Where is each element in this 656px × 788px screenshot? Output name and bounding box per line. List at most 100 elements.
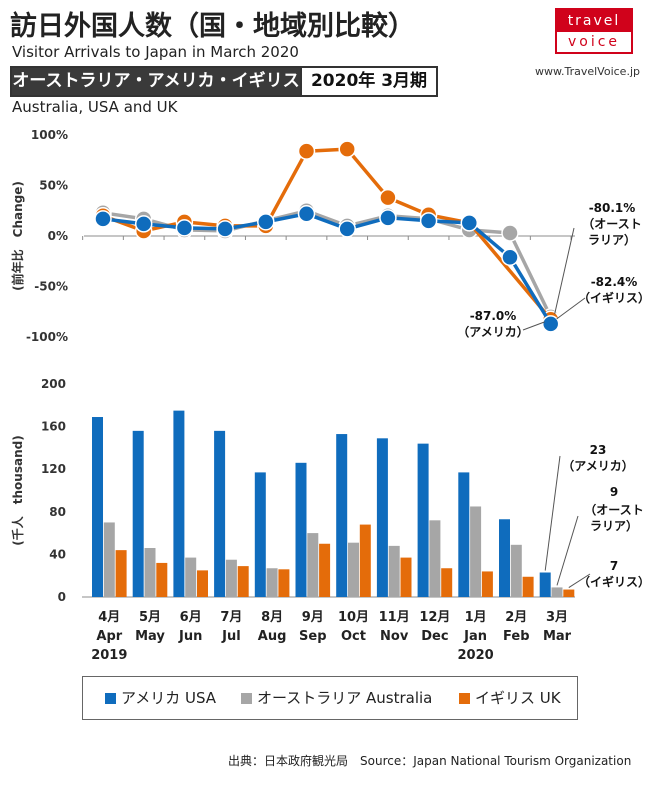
bar-uk: [441, 568, 453, 597]
banner-period: 2020年 3月期: [300, 68, 436, 95]
point-usa: [175, 219, 194, 237]
point-usa: [338, 220, 356, 238]
x-tick-label-jp: 9月: [302, 610, 324, 625]
x-tick-label-en: Sep: [299, 629, 327, 644]
bar-australia: [551, 587, 563, 597]
annot-aus-value: 9: [610, 485, 618, 499]
legend-swatch-usa: [105, 693, 116, 704]
x-tick-label-jp: 3月: [546, 610, 568, 625]
point-australia: [501, 224, 519, 242]
bar-usa: [458, 472, 470, 597]
bar-australia: [348, 542, 359, 597]
line-chart: 100% 50% 0% -50% -100% (前年比 Change) -80.1%（オース…: [10, 128, 650, 344]
banner: オーストラリア・アメリカ・イギリス 2020年 3月期: [10, 66, 438, 97]
bar-usa: [376, 438, 388, 597]
annot-usa-line1: （アメリカ）: [562, 458, 633, 473]
x-tick-label-jp: 6月: [180, 610, 202, 625]
x-tick-label-jp: 4月: [98, 610, 120, 625]
leader-line-usa: [522, 321, 545, 331]
banner-countries: オーストラリア・アメリカ・イギリス: [12, 68, 300, 95]
page-title: 訪日外国人数（国・地域別比較）: [10, 11, 415, 42]
annot-uk-line1: （イギリス）: [578, 290, 650, 305]
y-tick-label: -50%: [34, 280, 68, 294]
year-label-2020: 2020: [458, 648, 494, 663]
bar-australia: [185, 557, 197, 597]
bar-uk: [400, 557, 412, 597]
y-axis-label: (千人 thousand): [10, 435, 25, 545]
x-tick-label-en: Feb: [503, 629, 529, 644]
bar-australia: [429, 520, 441, 597]
y-tick-label: 0%: [48, 229, 68, 243]
y-tick-label: 0: [58, 590, 66, 604]
travelvoice-logo: travel voice: [555, 8, 633, 54]
bar-australia: [266, 568, 278, 597]
bar-australia: [307, 533, 319, 597]
annot-aus-value: -80.1%: [589, 201, 636, 215]
bar-uk: [197, 570, 208, 597]
bar-usa: [92, 417, 103, 597]
point-usa: [460, 214, 479, 232]
bar-australia: [144, 548, 156, 597]
point-usa: [94, 210, 112, 228]
legend-australia: オーストラリア Australia: [241, 677, 432, 719]
logo-bottom-text: voice: [567, 34, 621, 50]
y-tick-label: 80: [49, 505, 66, 519]
point-usa: [419, 212, 438, 230]
point-usa: [379, 209, 397, 227]
annot-usa-value: -87.0%: [470, 309, 517, 323]
bar-usa: [214, 430, 226, 597]
x-tick-label-jp: 5月: [139, 610, 161, 625]
x-tick-label-jp: 8月: [261, 610, 283, 625]
bar-usa: [295, 462, 307, 597]
x-tick-label-en: Apr: [96, 629, 122, 644]
point-uk: [338, 140, 356, 158]
x-tick-label-en: Dec: [421, 629, 448, 644]
legend-label-usa: アメリカ USA: [121, 689, 217, 707]
x-tick-label-jp: 2月: [505, 610, 527, 625]
point-usa: [541, 315, 560, 333]
bar-usa: [173, 410, 185, 597]
y-tick-label: 120: [41, 462, 66, 476]
x-tick-label-jp: 7月: [220, 610, 242, 625]
bar-uk: [563, 589, 575, 597]
bar-australia: [103, 522, 115, 597]
x-tick-label-jp: 12月: [419, 610, 450, 625]
bar-usa: [336, 434, 348, 597]
x-tick-label-en: Mar: [543, 629, 572, 644]
annot-aus-line2: ラリア）: [588, 232, 636, 247]
logo-top-text: travel: [557, 10, 631, 32]
source-note: 出典：日本政府観光局 Source：Japan National Tourism…: [228, 754, 632, 768]
annot-usa-line1: （アメリカ）: [457, 324, 528, 339]
bar-australia: [388, 545, 400, 597]
bar-uk: [278, 569, 290, 597]
legend-usa: アメリカ USA: [105, 677, 216, 719]
annot-aus-line2: ラリア）: [590, 518, 638, 533]
x-tick-label-en: Jun: [178, 629, 202, 644]
bar-usa: [417, 443, 429, 597]
x-tick-label-en: Jan: [463, 629, 487, 644]
bar-australia: [225, 559, 237, 597]
bar-uk: [522, 576, 534, 597]
bar-uk: [481, 571, 493, 597]
site-url: www.TravelVoice.jp: [535, 65, 640, 78]
point-usa: [297, 205, 316, 223]
legend: アメリカ USA オーストラリア Australia イギリス UK: [82, 676, 578, 720]
bar-uk: [115, 550, 127, 597]
leader-line-aus: [554, 227, 575, 314]
page-subtitle-en: Visitor Arrivals to Japan in March 2020: [12, 43, 299, 61]
year-label-2019: 2019: [91, 648, 127, 663]
bar-usa: [254, 472, 266, 597]
bar-usa: [499, 519, 510, 597]
y-tick-label: 40: [49, 547, 66, 561]
x-tick-label-en: Oct: [341, 629, 366, 644]
annot-uk-value: -82.4%: [591, 275, 638, 289]
leader-line-aus: [556, 515, 579, 586]
annot-aus-line1: （オースト: [582, 216, 641, 231]
legend-swatch-uk: [459, 693, 470, 704]
legend-uk: イギリス UK: [459, 677, 561, 719]
bar-australia: [510, 544, 522, 597]
legend-label-australia: オーストラリア Australia: [257, 689, 433, 707]
legend-label-uk: イギリス UK: [475, 689, 561, 707]
y-tick-label: 100%: [31, 128, 68, 142]
y-tick-label: -100%: [26, 330, 68, 344]
